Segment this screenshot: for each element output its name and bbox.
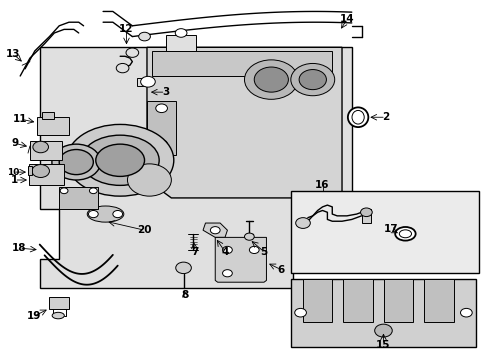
Bar <box>42 112 54 119</box>
Circle shape <box>244 60 298 99</box>
Bar <box>166 35 195 51</box>
Ellipse shape <box>394 227 415 240</box>
Bar <box>383 279 412 321</box>
Text: 2: 2 <box>382 112 389 122</box>
Circle shape <box>89 188 97 194</box>
Bar <box>147 101 176 155</box>
Circle shape <box>113 211 122 218</box>
Circle shape <box>60 188 68 194</box>
Text: 13: 13 <box>6 49 20 59</box>
Circle shape <box>175 262 191 274</box>
Circle shape <box>294 309 306 317</box>
Bar <box>303 279 331 321</box>
Circle shape <box>295 218 310 228</box>
Circle shape <box>88 211 98 218</box>
Bar <box>30 140 61 160</box>
Text: 16: 16 <box>315 180 329 190</box>
Text: 14: 14 <box>339 14 353 24</box>
Circle shape <box>210 226 220 234</box>
Ellipse shape <box>347 107 367 127</box>
Text: 3: 3 <box>162 87 169 97</box>
Bar <box>361 209 370 223</box>
Ellipse shape <box>399 230 411 238</box>
Text: 15: 15 <box>375 340 390 350</box>
Circle shape <box>222 246 232 253</box>
Text: 8: 8 <box>181 290 188 300</box>
Bar <box>424 279 453 321</box>
Circle shape <box>139 32 150 41</box>
Bar <box>27 166 32 175</box>
Text: 5: 5 <box>260 247 267 257</box>
Polygon shape <box>147 47 341 198</box>
Ellipse shape <box>127 164 171 196</box>
Ellipse shape <box>59 149 93 175</box>
Circle shape <box>249 246 259 253</box>
Bar <box>343 279 372 321</box>
Circle shape <box>244 233 254 240</box>
Circle shape <box>290 63 334 96</box>
Polygon shape <box>203 223 227 237</box>
Bar <box>49 297 69 309</box>
Circle shape <box>116 63 129 73</box>
Circle shape <box>460 309 471 317</box>
Ellipse shape <box>87 206 123 222</box>
Text: 20: 20 <box>137 225 151 235</box>
Circle shape <box>156 104 167 113</box>
Text: 1: 1 <box>11 175 18 185</box>
Ellipse shape <box>96 144 144 176</box>
Text: 19: 19 <box>27 311 41 321</box>
Bar <box>29 164 64 185</box>
Text: 9: 9 <box>12 139 19 148</box>
Circle shape <box>254 67 288 92</box>
Circle shape <box>141 76 155 87</box>
Text: 17: 17 <box>383 225 397 234</box>
Polygon shape <box>40 47 351 288</box>
Bar <box>290 191 478 273</box>
Text: 10: 10 <box>7 168 19 177</box>
Circle shape <box>156 140 167 148</box>
Circle shape <box>374 324 391 337</box>
Ellipse shape <box>351 111 364 124</box>
Circle shape <box>32 165 49 177</box>
Bar <box>137 78 159 86</box>
Text: 6: 6 <box>277 265 284 275</box>
Text: 4: 4 <box>221 247 228 257</box>
Ellipse shape <box>81 135 159 185</box>
Text: 7: 7 <box>191 247 198 257</box>
Bar <box>152 51 331 76</box>
Circle shape <box>222 270 232 277</box>
Ellipse shape <box>66 125 173 196</box>
Circle shape <box>126 48 139 57</box>
Circle shape <box>299 69 326 90</box>
Circle shape <box>360 208 371 217</box>
Polygon shape <box>290 279 475 347</box>
Ellipse shape <box>52 144 101 180</box>
Bar <box>59 187 98 209</box>
Text: 11: 11 <box>13 114 27 124</box>
Circle shape <box>175 29 186 37</box>
Text: 18: 18 <box>12 243 26 253</box>
Polygon shape <box>215 237 266 282</box>
Circle shape <box>33 141 48 153</box>
Ellipse shape <box>52 312 64 319</box>
Text: 12: 12 <box>119 24 134 35</box>
Bar <box>37 117 69 135</box>
